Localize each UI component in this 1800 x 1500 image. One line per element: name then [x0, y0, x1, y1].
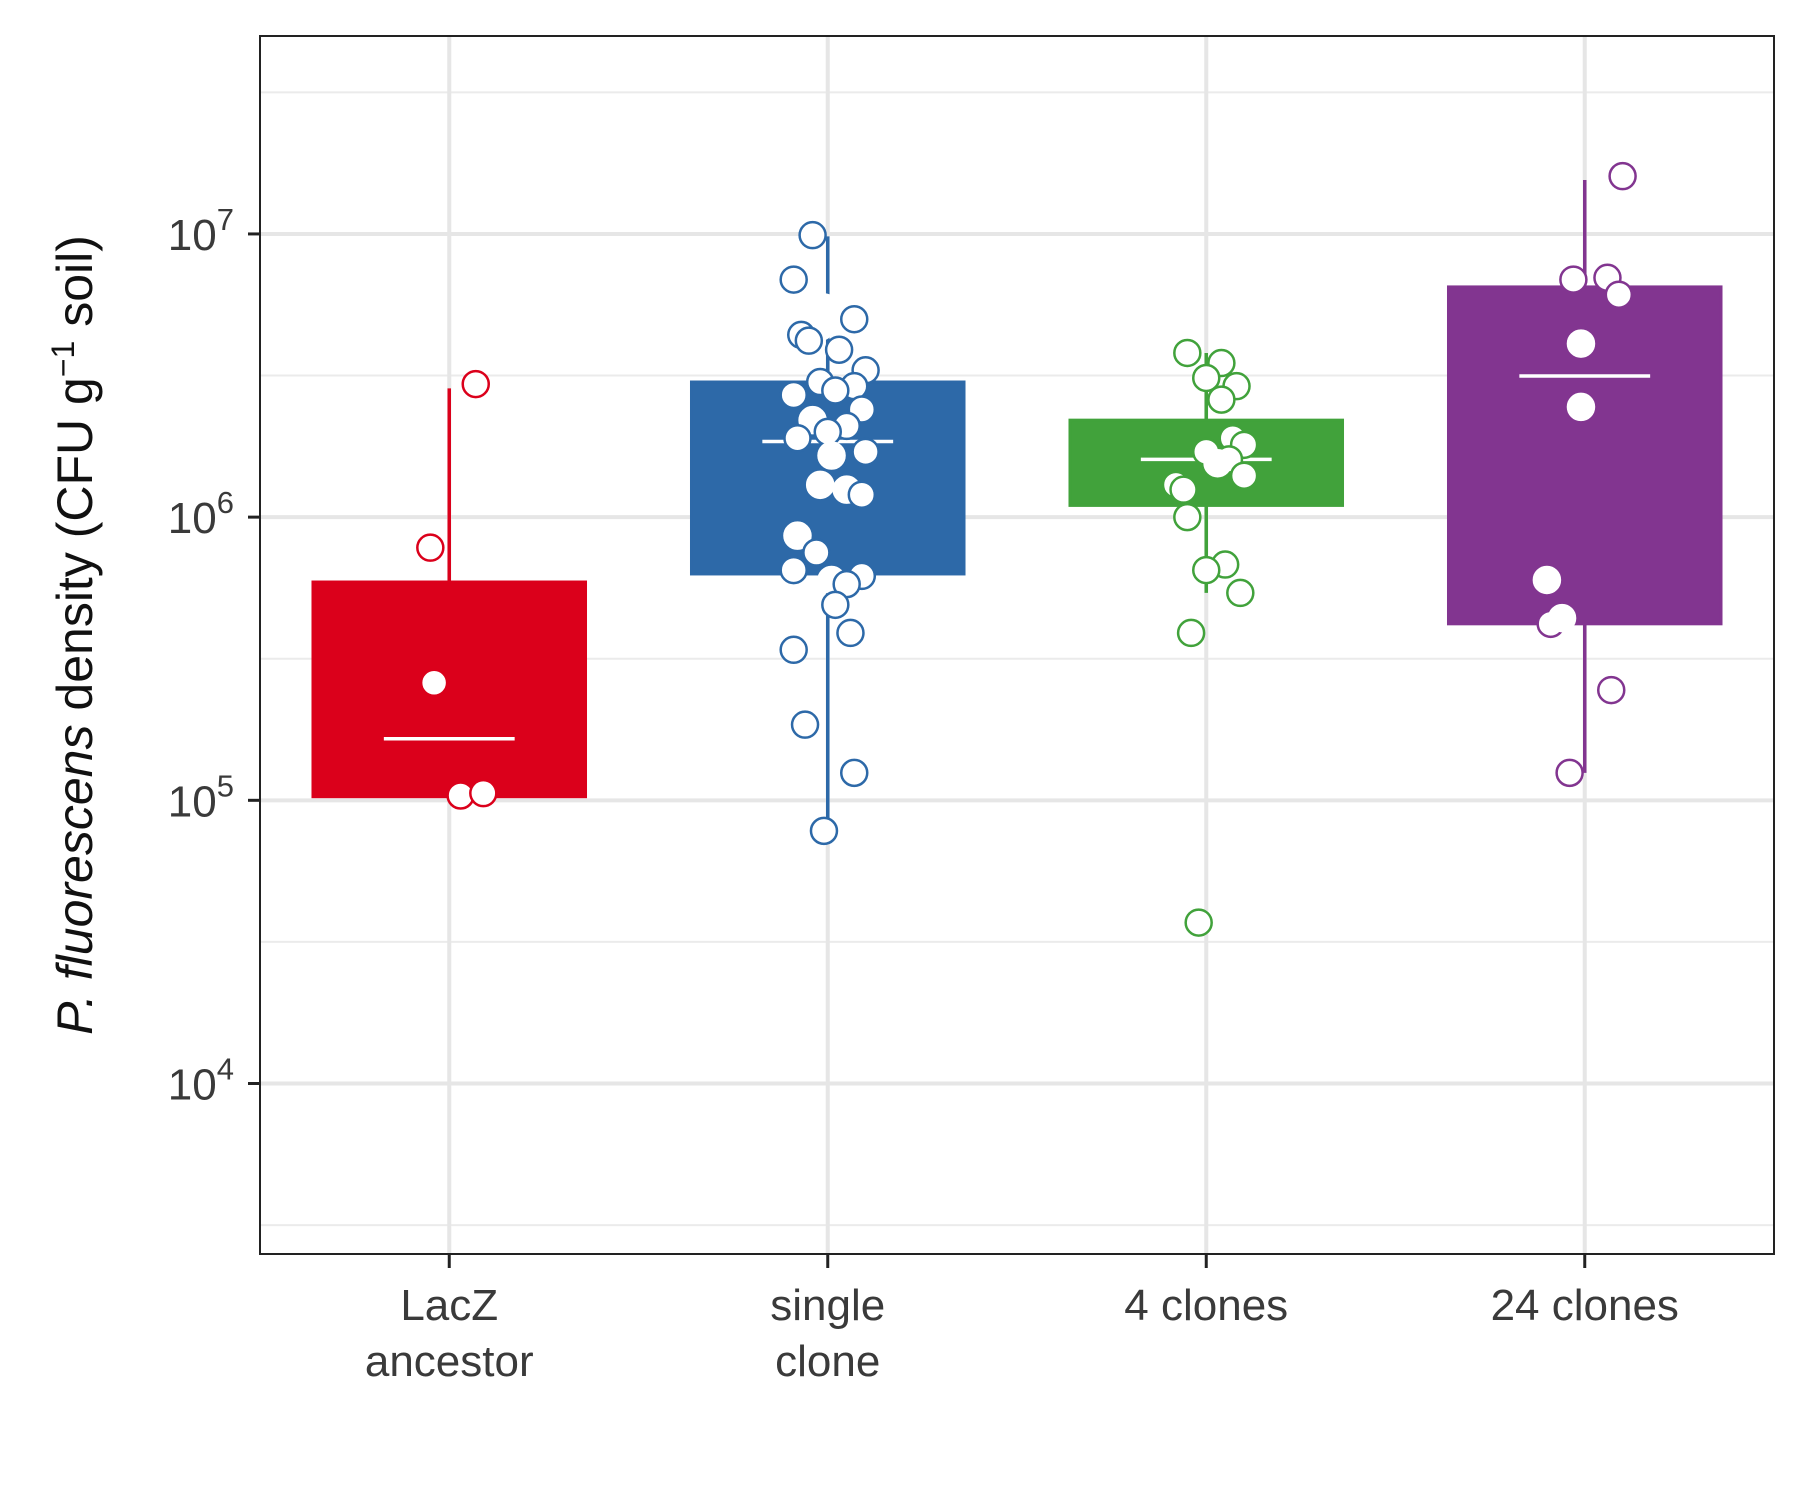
data-points	[416, 161, 1637, 937]
box-body	[311, 580, 588, 799]
y-tick-label: 107	[168, 202, 234, 260]
data-point	[1173, 502, 1202, 532]
data-point	[1532, 565, 1562, 595]
data-point	[1173, 338, 1202, 368]
data-point	[839, 304, 869, 334]
data-point	[1566, 329, 1596, 358]
data-point	[779, 555, 808, 585]
box-1	[311, 388, 588, 799]
panel-border	[259, 35, 1775, 1255]
data-point	[1192, 363, 1221, 393]
y-tick-label: 106	[168, 485, 234, 543]
data-point	[1207, 385, 1236, 414]
data-point	[1547, 603, 1577, 633]
x-tick-label: 24 clones	[1491, 1281, 1679, 1330]
data-point	[1608, 161, 1637, 191]
data-point	[1184, 908, 1213, 937]
y-axis-title-unit-exponent: −1	[45, 341, 81, 377]
data-point	[1604, 280, 1634, 309]
data-point	[1555, 758, 1584, 788]
y-axis-title-unit: (CFU g	[47, 377, 103, 538]
data-point	[783, 521, 812, 550]
x-tick-label: clone	[775, 1337, 880, 1386]
data-point	[824, 335, 854, 364]
y-axis-title: P. fluorescens density (CFU g−1 soil)	[45, 235, 103, 1035]
x-tick-label: single	[770, 1281, 885, 1330]
data-point	[1226, 578, 1255, 608]
y-axis-title-main: density	[47, 552, 103, 710]
data-point	[461, 369, 490, 399]
data-point	[802, 538, 831, 567]
svg-text:P. fluorescens density (CFU g−: P. fluorescens density (CFU g−1 soil)	[45, 235, 103, 1035]
x-axis: LacZ ancestor single clone 4 clones 24 clones	[365, 1254, 1679, 1386]
data-point	[469, 778, 498, 808]
data-point	[839, 758, 869, 788]
data-point	[847, 480, 877, 509]
data-point	[836, 618, 865, 648]
data-point	[1203, 448, 1232, 478]
y-axis-title-italic: P. fluorescens	[47, 725, 103, 1035]
data-point	[779, 265, 808, 294]
data-point	[798, 220, 827, 250]
data-point	[1176, 618, 1206, 648]
data-point	[809, 816, 839, 846]
y-tick-label: 104	[168, 1052, 234, 1110]
x-tick-label: ancestor	[365, 1337, 534, 1386]
data-point	[790, 710, 820, 739]
data-point	[813, 417, 842, 447]
x-tick-label: 4 clones	[1124, 1281, 1288, 1330]
data-point	[779, 635, 808, 665]
data-point	[817, 441, 846, 470]
data-point	[1229, 461, 1259, 490]
data-point	[779, 380, 808, 410]
y-axis: 104 105 106 107	[168, 202, 260, 1110]
data-point	[851, 437, 880, 467]
y-tick-label: 105	[168, 768, 234, 826]
data-point	[1566, 392, 1596, 422]
data-point	[805, 470, 835, 500]
data-point	[416, 533, 445, 562]
data-point	[821, 590, 850, 620]
data-point	[1559, 265, 1588, 294]
data-point	[794, 326, 824, 355]
data-point	[821, 376, 850, 405]
data-point	[1192, 555, 1221, 585]
data-point	[783, 423, 812, 453]
data-point	[1596, 675, 1626, 705]
data-point	[1169, 475, 1198, 504]
data-point	[419, 668, 449, 698]
x-tick-label: LacZ	[400, 1281, 498, 1330]
y-axis-title-unit-end: soil)	[47, 235, 103, 341]
